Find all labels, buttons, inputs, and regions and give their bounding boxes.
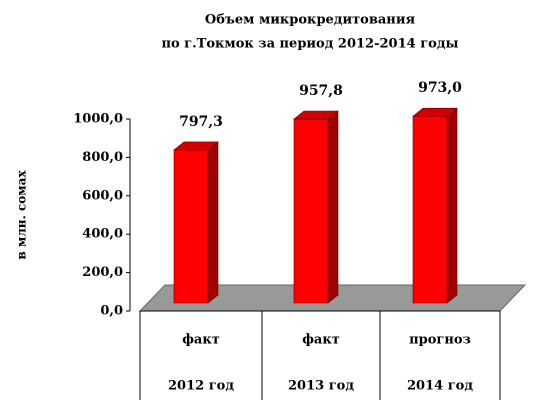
- x-tick-label: факт: [182, 333, 220, 348]
- bar-face: [446, 107, 458, 304]
- bar: [293, 110, 339, 304]
- y-tick-label: 400,0: [82, 227, 123, 242]
- x-tick-label: 2012 год: [168, 379, 234, 394]
- bar-face: [412, 115, 448, 304]
- chart-title: Объем микрокредитования: [205, 13, 416, 28]
- x-tick-label: 2013 год: [288, 379, 354, 394]
- y-tick-label: 1000,0: [73, 112, 123, 127]
- y-tick-label: 800,0: [82, 150, 123, 165]
- x-tick-label: факт: [302, 333, 340, 348]
- x-tick-label: 2014 год: [407, 379, 473, 394]
- y-tick-label: 200,0: [82, 265, 123, 280]
- bar-face: [173, 149, 209, 304]
- value-label: 957,8: [299, 83, 343, 99]
- y-tick-label: 0,0: [100, 304, 123, 319]
- value-label: 797,3: [179, 114, 223, 130]
- bar-face: [293, 118, 329, 304]
- x-tick-label: прогноз: [409, 333, 471, 348]
- bar: [173, 141, 219, 304]
- chart-title: по г.Токмок за период 2012-2014 годы: [161, 37, 458, 52]
- bar-face: [207, 141, 219, 304]
- value-label: 973,0: [418, 80, 462, 96]
- bar-face: [327, 110, 339, 304]
- y-axis-label: в млн. сомах: [15, 170, 29, 260]
- y-tick-label: 600,0: [82, 188, 123, 203]
- bar: [412, 107, 458, 304]
